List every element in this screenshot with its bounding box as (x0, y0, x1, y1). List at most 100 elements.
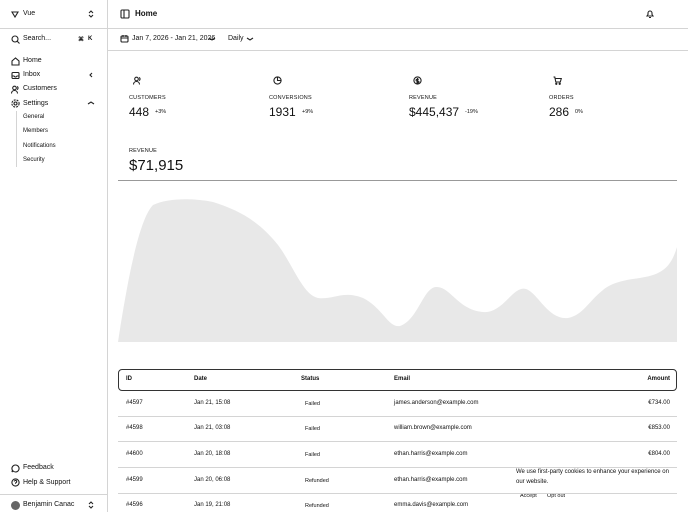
sub-nav-item[interactable]: Notifications (23, 143, 56, 149)
sub-nav-item[interactable]: Security (23, 157, 45, 163)
footer-link[interactable]: Help & Support (23, 479, 71, 486)
order-date: Jan 20, 06:08 (194, 477, 231, 483)
status-badge: Refunded (305, 478, 329, 484)
order-id: #4597 (126, 400, 143, 406)
search[interactable]: Search... (23, 35, 52, 42)
email: emma.davis@example.com (394, 502, 469, 508)
sub-nav-item[interactable]: General (23, 114, 45, 120)
footer-link[interactable]: Feedback (23, 464, 54, 471)
stat-value: 448 (129, 105, 150, 119)
stat-icon (553, 76, 562, 85)
stat-label: CONVERSIONS (269, 95, 312, 101)
chevron (87, 101, 95, 105)
row-divider (118, 467, 677, 468)
order-id: #4596 (126, 502, 143, 508)
page-title: Home (135, 9, 158, 18)
stat-label: ORDERS (549, 95, 574, 101)
stat-icon (273, 76, 282, 85)
chevron (208, 37, 216, 41)
sidebar (0, 0, 108, 512)
tree-line (16, 111, 17, 167)
divider (0, 28, 107, 29)
order-id: #4599 (126, 477, 143, 483)
order-date: Jan 19, 21:08 (194, 502, 231, 508)
cookie-banner (508, 461, 688, 512)
divider (108, 28, 688, 29)
divider (0, 494, 107, 495)
area (118, 199, 677, 342)
stat-change: -19% (465, 109, 478, 115)
stat-label: CUSTOMERS (129, 95, 166, 101)
avatar (11, 501, 20, 510)
sub-nav-item[interactable]: Members (23, 128, 49, 134)
column-header: ID (126, 376, 132, 382)
bell-icon[interactable] (645, 9, 655, 19)
opt-out-button[interactable]: Opt out (547, 493, 566, 499)
cookie-text: We use first-party cookies to enhance yo… (516, 469, 669, 485)
status-badge: Failed (305, 452, 320, 458)
kbd: K (88, 36, 93, 42)
column-header: Date (194, 376, 208, 382)
column-header: Status (301, 376, 320, 382)
column-header: Email (394, 376, 411, 382)
nav-item[interactable]: Home (23, 57, 42, 64)
kbd: ⌘ (78, 37, 84, 43)
revenue-chart (118, 199, 677, 342)
status-badge: Failed (305, 401, 320, 407)
stat-change: +9% (302, 109, 314, 115)
order-id: #4598 (126, 425, 143, 431)
nav-item[interactable]: Settings (23, 100, 49, 107)
revenue-value: $71,915 (129, 157, 184, 174)
nav-item[interactable]: Inbox (23, 71, 41, 78)
chevron (89, 72, 93, 78)
user-name[interactable]: Benjamin Canac (23, 501, 75, 508)
stat-value: $445,437 (409, 105, 460, 119)
stat-change: 0% (575, 109, 583, 115)
calendar-icon (120, 35, 129, 43)
users-icon (11, 85, 19, 94)
chevrons (88, 501, 94, 509)
email: james.anderson@example.com (394, 400, 479, 406)
email: ethan.harris@example.com (394, 477, 468, 483)
help-icon (11, 478, 20, 487)
email: william.brown@example.com (394, 425, 472, 431)
divider (108, 50, 688, 51)
stat-value: 286 (549, 105, 570, 119)
date-range[interactable]: Jan 7, 2026 - Jan 21, 2026 (132, 35, 216, 42)
accept-button[interactable]: Accept (520, 493, 537, 499)
stat-label: REVENUE (409, 95, 437, 101)
row-divider (118, 416, 677, 417)
stat-value: 1931 (269, 105, 296, 119)
amount: €804.00 (648, 451, 670, 457)
order-date: Jan 21, 15:08 (194, 400, 231, 406)
feedback-icon (11, 464, 20, 473)
order-id: #4600 (126, 451, 143, 457)
chevron (246, 37, 254, 41)
inbox-icon (11, 71, 20, 80)
divider (118, 180, 677, 181)
table-header (118, 369, 677, 391)
order-date: Jan 21, 03:08 (194, 425, 231, 431)
panel-icon[interactable] (120, 9, 130, 19)
column-header: Amount (647, 376, 670, 382)
status-badge: Failed (305, 426, 320, 432)
status-badge: Refunded (305, 503, 329, 509)
team-icon (11, 11, 19, 18)
stat-icon (133, 76, 141, 85)
stat-change: +3% (155, 109, 167, 115)
nav-item[interactable]: Customers (23, 85, 57, 92)
row-divider (118, 493, 677, 494)
search-icon (11, 35, 20, 44)
row-divider (118, 441, 677, 442)
settings-icon (11, 99, 20, 108)
team-name[interactable]: Vue (23, 10, 36, 17)
revenue-label: REVENUE (129, 148, 157, 154)
email: ethan.harris@example.com (394, 451, 468, 457)
period[interactable]: Daily (228, 35, 244, 42)
amount: €853.00 (648, 425, 670, 431)
chevrons (88, 10, 94, 18)
stat-icon (413, 76, 422, 85)
order-date: Jan 20, 18:08 (194, 451, 231, 457)
home-icon (11, 57, 20, 66)
